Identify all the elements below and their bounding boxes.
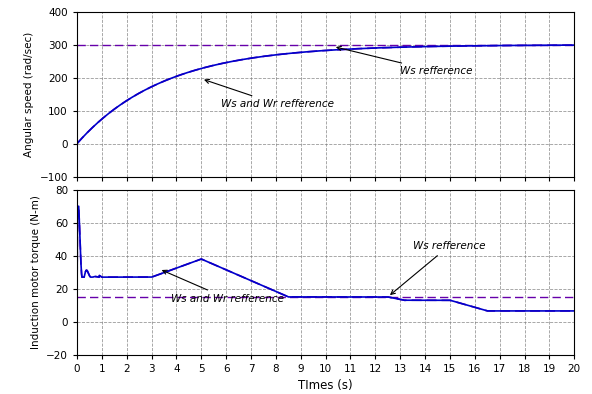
X-axis label: TImes (s): TImes (s) [298, 379, 353, 392]
Y-axis label: Angular speed (rad/sec): Angular speed (rad/sec) [24, 32, 34, 157]
Text: Ws and Wr refference: Ws and Wr refference [205, 79, 334, 110]
Text: Ws and Wr refference: Ws and Wr refference [163, 270, 284, 304]
Text: Ws refference: Ws refference [391, 241, 485, 294]
Text: Ws refference: Ws refference [337, 46, 472, 76]
Y-axis label: Induction motor torque (N-m): Induction motor torque (N-m) [31, 195, 40, 349]
